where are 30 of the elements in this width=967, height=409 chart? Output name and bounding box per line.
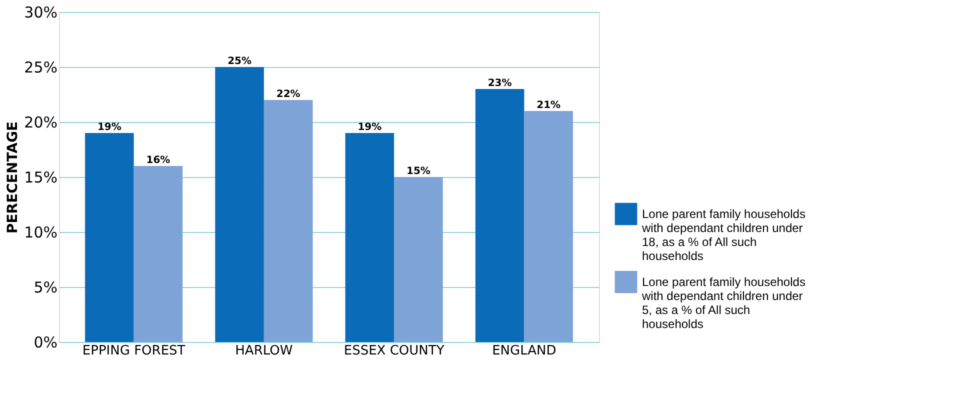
data-label: 15%: [406, 166, 430, 177]
x-tick-label: EPPING FOREST: [82, 344, 186, 358]
y-tick-label: 20%: [24, 114, 58, 132]
y-tick-label: 5%: [34, 278, 58, 296]
data-label: 19%: [97, 122, 122, 133]
bar: [134, 166, 183, 342]
data-label: 23%: [488, 78, 512, 89]
legend-label: Lone parent family households with dependant children under 18, as a % of All such households: [641, 207, 806, 263]
legend-label: Lone parent family households with dependant children under 5, as a % of All such households: [641, 275, 806, 331]
y-tick-label: 15%: [24, 168, 58, 186]
data-label: 22%: [276, 89, 300, 100]
data-label: 21%: [536, 100, 561, 111]
data-label: 16%: [146, 155, 170, 166]
bar: [345, 133, 394, 342]
data-label: 19%: [358, 122, 382, 133]
bar: [264, 100, 313, 342]
bar: [524, 111, 573, 342]
x-tick-label: ENGLAND: [492, 344, 556, 358]
x-tick-label: HARLOW: [235, 344, 293, 358]
bar: [394, 177, 443, 342]
y-tick-label: 30%: [24, 4, 58, 22]
data-label: 25%: [228, 56, 252, 67]
bar: [85, 133, 134, 342]
bar: [215, 67, 264, 342]
y-tick-label: 25%: [24, 58, 58, 76]
y-tick-label: 0%: [34, 334, 58, 352]
bar: [475, 89, 524, 342]
y-tick-label: 10%: [24, 224, 58, 242]
x-tick-label: ESSEX COUNTY: [344, 344, 444, 358]
y-axis-title: PERECENTAGE: [5, 121, 22, 234]
